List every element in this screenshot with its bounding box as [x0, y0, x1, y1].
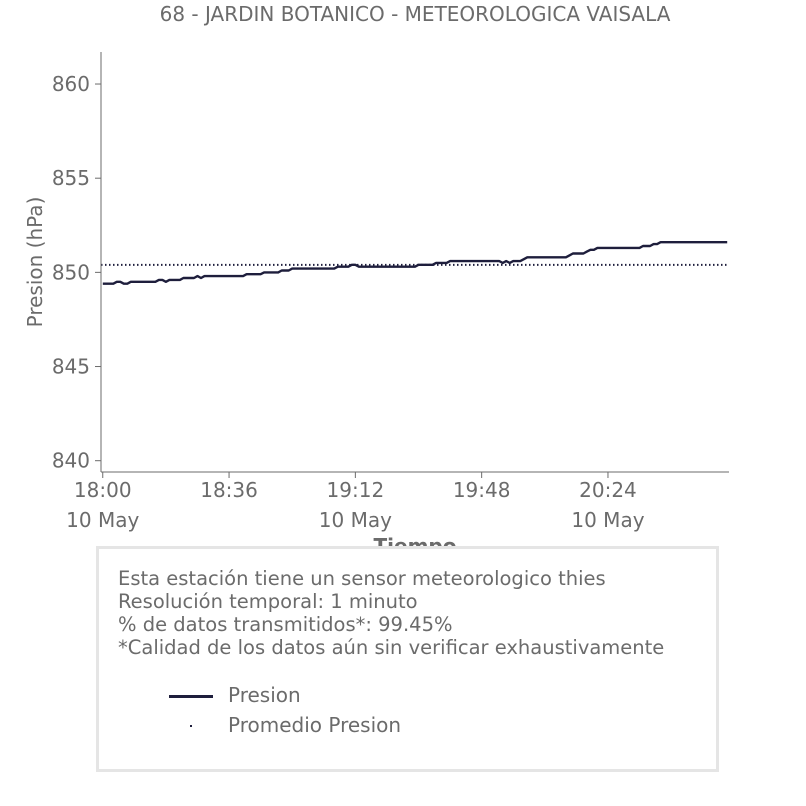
x-tick-date-label: 10 May	[319, 508, 392, 532]
y-tick-label: 860	[52, 72, 90, 96]
plot-area	[101, 241, 729, 285]
legend-line-swatch	[169, 695, 213, 698]
axes: 840 845 850 855 860 18:00 10 May 18:36 19:12 10 M…	[52, 52, 729, 532]
info-line-resolution: Resolución temporal: 1 minuto	[118, 590, 418, 613]
y-tick-label: 855	[52, 166, 90, 190]
x-tick-time-label: 18:36	[200, 478, 258, 502]
y-tick-label: 850	[52, 260, 90, 284]
legend-label-promedio: Promedio Presion	[228, 713, 402, 737]
series-line-presion	[102, 241, 728, 285]
station-info: Esta estación tiene un sensor meteorolog…	[118, 567, 664, 659]
info-line-quality: *Calidad de los datos aún sin verificar …	[118, 636, 665, 659]
legend-label-presion: Presion	[228, 683, 301, 707]
legend-dot-swatch	[190, 725, 192, 727]
x-tick-time-label: 19:48	[453, 478, 511, 502]
info-box: Esta estación tiene un sensor meteorolog…	[96, 546, 719, 772]
y-tick-label: 840	[52, 449, 90, 473]
x-tick-date-label: 10 May	[571, 508, 644, 532]
y-tick-label: 845	[52, 355, 90, 379]
y-axis-label: Presion (hPa)	[23, 197, 47, 328]
info-line-transmitted: % de datos transmitidos*: 99.45%	[118, 613, 453, 636]
x-tick-date-label: 10 May	[66, 508, 139, 532]
x-tick-time-label: 18:00	[74, 478, 132, 502]
chart-title: 68 - JARDIN BOTANICO - METEOROLOGICA VAI…	[160, 2, 671, 26]
info-line-sensor: Esta estación tiene un sensor meteorolog…	[118, 567, 606, 590]
x-tick-time-label: 19:12	[327, 478, 385, 502]
x-tick-time-label: 20:24	[579, 478, 637, 502]
